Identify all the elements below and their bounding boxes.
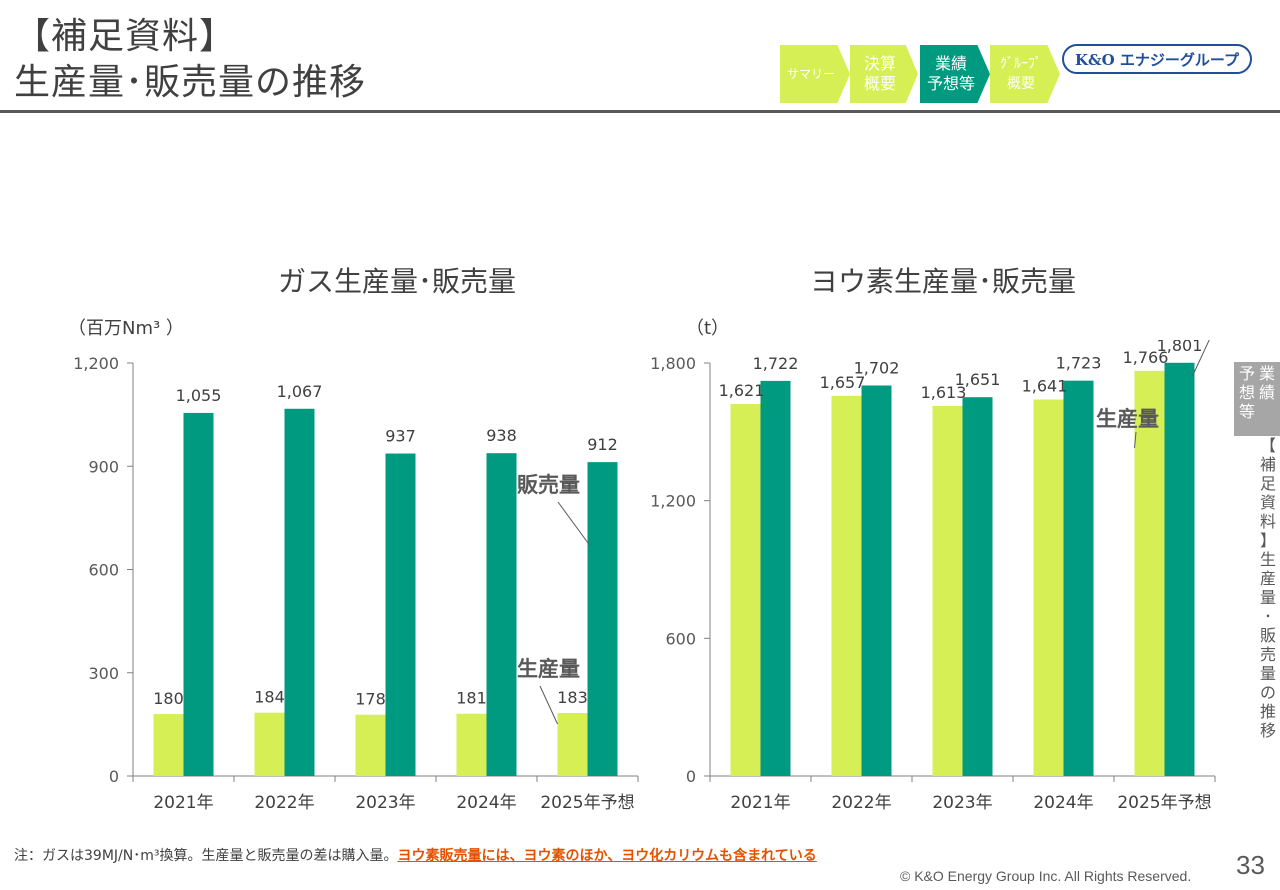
gas-unit-label: （百万Nm³ ） bbox=[68, 318, 184, 339]
gas-bar-production bbox=[557, 713, 588, 776]
side-section-tab: 業績 予想等 bbox=[1234, 362, 1280, 436]
gas-data-label-sales: 1,067 bbox=[277, 382, 323, 401]
iodine-unit-label: （t） bbox=[686, 318, 730, 339]
gas-bar-sales bbox=[284, 408, 315, 776]
gas-chart: 0 300 600 900 1,200 180 1,055 2021年 184 1,067 2022… bbox=[73, 354, 639, 813]
iodine-data-label-production: 1,766 bbox=[1123, 348, 1169, 367]
footnote: 注：ガスは39MJ/N･m³換算。生産量と販売量の差は購入量。ヨウ素販売量には、… bbox=[14, 845, 817, 865]
iodine-y-tick-label: 1,200 bbox=[650, 492, 696, 511]
nav-summary-label: サマリー bbox=[786, 67, 835, 81]
iodine-bar-sales bbox=[760, 380, 791, 776]
gas-data-label-sales: 938 bbox=[486, 426, 517, 445]
iodine-y-tick-label: 1,800 bbox=[650, 354, 696, 373]
gas-y-tick-label: 600 bbox=[88, 561, 119, 580]
nav-summary[interactable]: サマリー bbox=[780, 45, 850, 103]
iodine-data-label-production: 1,657 bbox=[820, 373, 866, 392]
gas-data-label-production: 178 bbox=[355, 690, 386, 709]
iodine-bar-production bbox=[831, 395, 862, 776]
gas-data-label-sales: 937 bbox=[385, 427, 416, 446]
iodine-data-label-sales: 1,702 bbox=[854, 358, 900, 377]
nav-forecast-label: 業績 予想等 bbox=[926, 54, 975, 93]
iodine-x-tick-label: 2024年 bbox=[1033, 793, 1093, 813]
gas-bar-production bbox=[355, 714, 386, 776]
iodine-legend-production-label: 生産量 bbox=[1096, 407, 1159, 431]
iodine-x-tick-label: 2021年 bbox=[730, 793, 790, 813]
gas-data-label-production: 181 bbox=[456, 689, 487, 708]
iodine-data-label-sales: 1,651 bbox=[955, 370, 1001, 389]
gas-legend-production-label: 生産量 bbox=[517, 657, 580, 681]
page-title-line2: 生産量･販売量の推移 bbox=[14, 62, 367, 103]
iodine-data-label-sales: 1,722 bbox=[753, 354, 799, 373]
gas-x-tick-label: 2023年 bbox=[355, 793, 415, 813]
nav-results[interactable]: 決算 概要 bbox=[850, 45, 918, 103]
gas-legend-sales-label: 販売量 bbox=[517, 473, 580, 497]
iodine-data-label-production: 1,621 bbox=[719, 381, 765, 400]
side-tab-col2: 予想等 bbox=[1238, 364, 1255, 421]
gas-y-tick-label: 0 bbox=[109, 767, 119, 786]
iodine-bar-production bbox=[932, 405, 963, 776]
company-logo: K&O エナジーグループ bbox=[1062, 44, 1252, 74]
iodine-x-tick-label: 2025年予想 bbox=[1117, 793, 1211, 813]
iodine-data-label-sales: 1,801 bbox=[1157, 340, 1203, 355]
gas-data-label-production: 183 bbox=[557, 688, 588, 707]
iodine-data-label-sales: 1,723 bbox=[1056, 354, 1102, 373]
nav-group[interactable]: ｸﾞﾙｰﾌﾟ 概要 bbox=[990, 45, 1060, 103]
title-divider bbox=[0, 110, 1280, 113]
iodine-legend-production-leader bbox=[1134, 431, 1137, 449]
page-title-line1: 【補足資料】 bbox=[14, 16, 237, 57]
gas-y-tick-label: 900 bbox=[88, 457, 119, 476]
iodine-legend-sales-leader bbox=[1192, 340, 1210, 377]
gas-legend-production-leader bbox=[539, 685, 558, 725]
nav-results-label: 決算 概要 bbox=[863, 54, 896, 93]
nav-forecast[interactable]: 業績 予想等 bbox=[920, 45, 990, 103]
gas-x-tick-label: 2021年 bbox=[153, 793, 213, 813]
iodine-y-tick-label: 0 bbox=[686, 767, 696, 786]
iodine-bar-sales bbox=[962, 397, 993, 776]
nav-group-label: ｸﾞﾙｰﾌﾟ 概要 bbox=[1000, 56, 1042, 92]
gas-legend-sales-leader bbox=[557, 501, 590, 546]
gas-data-label-sales: 912 bbox=[587, 435, 618, 454]
iodine-x-tick-label: 2023年 bbox=[932, 793, 992, 813]
iodine-bar-production bbox=[1033, 399, 1064, 776]
side-tab-col1: 業績 bbox=[1258, 364, 1275, 402]
iodine-x-tick-label: 2022年 bbox=[831, 793, 891, 813]
gas-bar-sales bbox=[486, 453, 517, 776]
iodine-bar-production bbox=[1134, 370, 1165, 776]
copyright: © K&O Energy Group Inc. All Rights Reser… bbox=[900, 868, 1192, 884]
iodine-data-label-production: 1,613 bbox=[921, 383, 967, 402]
gas-x-tick-label: 2022年 bbox=[254, 793, 314, 813]
gas-data-label-production: 184 bbox=[254, 688, 285, 707]
gas-bar-production bbox=[456, 713, 487, 776]
iodine-data-label-production: 1,641 bbox=[1022, 376, 1068, 395]
gas-data-label-production: 180 bbox=[153, 689, 184, 708]
iodine-y-tick-label: 600 bbox=[665, 629, 696, 648]
gas-chart-title: ガス生産量･販売量 bbox=[278, 265, 517, 298]
iodine-bar-sales bbox=[1164, 362, 1195, 776]
footnote-plain: 注：ガスは39MJ/N･m³換算。生産量と販売量の差は購入量。 bbox=[14, 848, 398, 864]
iodine-bar-sales bbox=[1063, 380, 1094, 776]
gas-data-label-sales: 1,055 bbox=[176, 386, 222, 405]
iodine-bar-sales bbox=[861, 385, 892, 776]
iodine-chart-title: ヨウ素生産量･販売量 bbox=[810, 265, 1077, 298]
page-title: 【補足資料】 生産量･販売量の推移 bbox=[14, 14, 366, 106]
gas-bar-production bbox=[153, 714, 184, 776]
gas-y-tick-label: 1,200 bbox=[73, 354, 119, 373]
gas-bar-production bbox=[254, 712, 285, 776]
gas-bar-sales bbox=[587, 462, 618, 776]
gas-x-tick-label: 2024年 bbox=[456, 793, 516, 813]
gas-bar-sales bbox=[385, 453, 416, 776]
footnote-highlight: ヨウ素販売量には、ヨウ素のほか、ヨウ化カリウムも含まれている bbox=[397, 848, 817, 864]
iodine-bar-production bbox=[730, 404, 761, 776]
gas-y-tick-label: 300 bbox=[88, 664, 119, 683]
gas-bar-sales bbox=[183, 412, 214, 776]
gas-x-tick-label: 2025年予想 bbox=[540, 793, 634, 813]
side-vertical-title: 【補足資料】生産量･販売量の推移 bbox=[1259, 436, 1276, 740]
page-number: 33 bbox=[1236, 850, 1265, 880]
